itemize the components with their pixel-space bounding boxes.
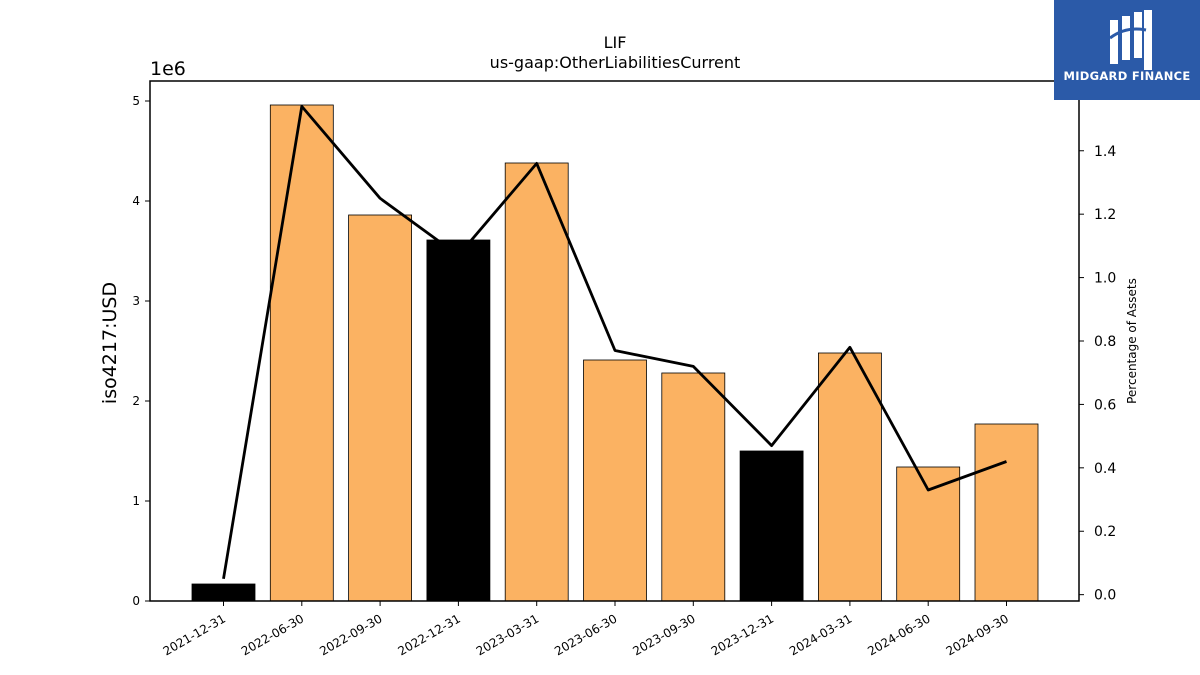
x-tick-label: 2023-06-30 xyxy=(552,611,619,658)
bar-2023-09-30 xyxy=(661,372,726,602)
y-offset-text: 1e6 xyxy=(150,58,186,80)
y-tick-label: 4 xyxy=(132,194,140,208)
x-tick-label: 2022-12-31 xyxy=(395,611,462,658)
y-axis-label: iso4217:USD xyxy=(99,282,121,404)
y2-tick-label: 0.0 xyxy=(1094,588,1116,604)
x-tick-label: 2024-09-30 xyxy=(944,611,1011,658)
logo-mark-icon xyxy=(1109,10,1152,70)
y2-axis-label: Percentage of Assets xyxy=(1125,278,1139,404)
x-tick-label: 2021-12-31 xyxy=(161,611,228,658)
bar-2023-03-31 xyxy=(504,162,569,602)
y2-tick-label: 1.2 xyxy=(1094,207,1116,223)
y2-tick-label: 0.6 xyxy=(1094,397,1116,413)
y2-tick-label: 0.4 xyxy=(1094,461,1116,477)
bar-2023-06-30 xyxy=(583,359,647,602)
y-tick-label: 2 xyxy=(132,394,140,408)
bar-2022-09-30 xyxy=(348,214,413,602)
logo-text: MIDGARD FINANCE xyxy=(1063,69,1191,83)
y2-tick-label: 1.0 xyxy=(1094,271,1116,287)
chart-subtitle: us-gaap:OtherLiabilitiesCurrent xyxy=(490,53,741,72)
y-tick-label: 1 xyxy=(132,494,140,508)
y-tick-label: 5 xyxy=(132,94,140,108)
bar-2021-12-31 xyxy=(191,583,256,602)
y2-tick-label: 1.4 xyxy=(1094,144,1116,160)
x-tick-label: 2024-06-30 xyxy=(865,611,932,658)
bar-2023-12-31 xyxy=(739,450,804,602)
bar-2024-09-30 xyxy=(974,423,1039,602)
y2-tick-label: 0.8 xyxy=(1094,334,1116,350)
percentage-of-assets-line xyxy=(222,105,1007,580)
midgard-finance-logo: MIDGARD FINANCE xyxy=(1054,0,1200,100)
y-tick-label: 0 xyxy=(132,594,140,608)
x-tick-label: 2023-12-31 xyxy=(709,611,776,658)
x-tick-label: 2022-09-30 xyxy=(317,611,384,658)
bar-2022-06-30 xyxy=(269,104,334,602)
x-tick-label: 2024-03-31 xyxy=(787,611,854,658)
plot-frame xyxy=(149,80,1080,602)
chart-title: LIF xyxy=(604,33,627,52)
y-tick-label: 3 xyxy=(132,294,140,308)
bar-2022-12-31 xyxy=(426,239,491,602)
x-tick-label: 2022-06-30 xyxy=(239,611,306,658)
x-tick-label: 2023-09-30 xyxy=(630,611,697,658)
bar-2024-03-31 xyxy=(818,352,882,602)
y2-tick-label: 0.2 xyxy=(1094,524,1116,540)
x-tick-label: 2023-03-31 xyxy=(474,611,541,658)
